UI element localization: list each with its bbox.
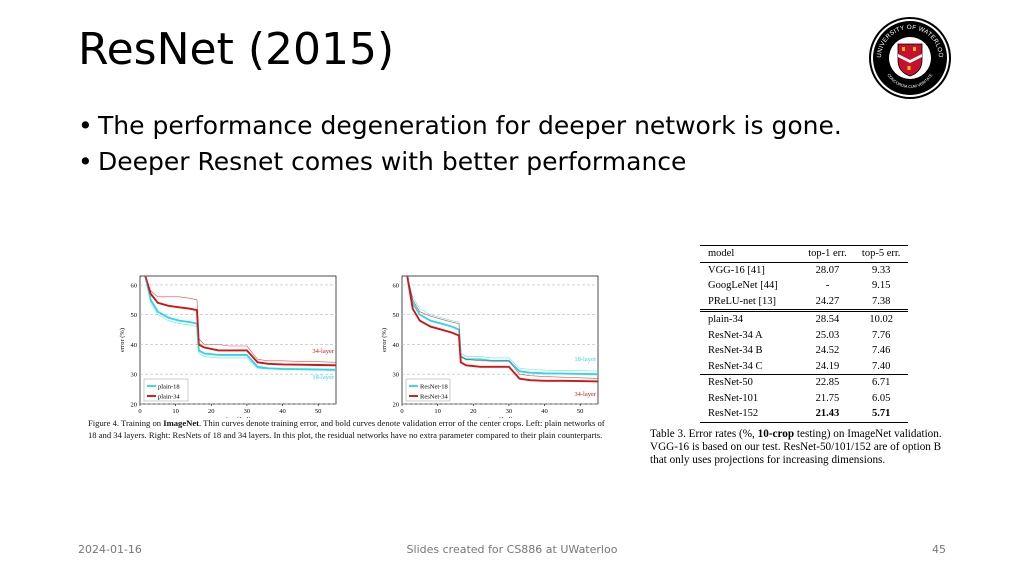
y-tick-label: 60 — [393, 282, 400, 289]
table-row: ResNet-34 B 24.52 7.46 — [708, 345, 891, 357]
x-tick-label: 0 — [400, 408, 403, 415]
footer-credit: Slides created for CS886 at UWaterloo — [406, 543, 618, 556]
x-tick-label: 10 — [434, 408, 441, 415]
y-tick-label: 50 — [393, 312, 400, 319]
bullet-list: • The performance degeneration for deeper… — [78, 108, 938, 180]
x-tick-label: 40 — [541, 408, 548, 415]
y-tick-label: 40 — [393, 342, 400, 349]
y-tick-label: 50 — [131, 312, 138, 319]
footer-date: 2024-01-16 — [78, 543, 142, 556]
y-tick-label: 20 — [393, 402, 400, 409]
plain-network-chart: 20 30 40 50 60 0 10 20 30 40 50 iter. (1e4) error (%… — [119, 275, 337, 418]
table-row: ResNet-101 21.75 6.05 — [708, 392, 891, 404]
table-row: plain-34 28.54 10.02 — [700, 309, 908, 328]
bullet-item: • Deeper Resnet comes with better perform… — [78, 144, 938, 180]
university-of-waterloo-logo: UNIVERSITY OF WATERLOO CONCORDIA CUM VER… — [868, 16, 952, 100]
table-header-row: model top-1 err. top-5 err. — [700, 245, 908, 263]
x-tick-label: 50 — [577, 408, 584, 415]
table-row: ResNet-34 A 25.03 7.76 — [708, 329, 891, 341]
series-line-ResNet-34 — [406, 275, 599, 383]
column-header: top-1 err. — [800, 245, 855, 263]
series-line-plain-18 — [144, 275, 337, 371]
error-rate-table: model top-1 err. top-5 err. VGG-16 [41] 2… — [700, 245, 908, 423]
table-row: ResNet-50 22.85 6.71 — [700, 374, 908, 391]
column-header: model — [700, 245, 801, 263]
figure-caption: Figure 4. Training on ImageNet. Thin cur… — [88, 418, 605, 440]
column-header: top-5 err. — [854, 245, 908, 263]
annotation-label: 34-layer — [574, 391, 596, 398]
x-tick-label: 20 — [470, 408, 477, 415]
table-row: PReLU-net [13] 24.27 7.38 — [708, 295, 891, 307]
bullet-text: The performance degeneration for deeper … — [98, 111, 842, 140]
table-row: ResNet-152 21.43 5.71 — [700, 406, 908, 423]
slide-title: ResNet (2015) — [78, 24, 395, 75]
x-tick-label: 40 — [279, 408, 286, 415]
series-line-plain-34 — [144, 275, 337, 367]
y-tick-label: 40 — [131, 342, 138, 349]
resnet-chart: 20 30 40 50 60 0 10 20 30 40 50 iter. (1e4) error (%… — [381, 275, 599, 418]
annotation-label: 34-layer — [312, 348, 334, 355]
annotation-label: 18-layer — [312, 374, 334, 381]
legend-label: plain-34 — [158, 394, 180, 401]
y-axis-label: error (%) — [119, 328, 126, 352]
bullet-item: • The performance degeneration for deeper… — [78, 108, 938, 144]
y-tick-label: 30 — [393, 372, 400, 379]
x-tick-label: 20 — [208, 408, 215, 415]
series-line-training-cyan — [407, 275, 599, 372]
annotation-label: 18-layer — [574, 356, 596, 363]
y-tick-label: 60 — [131, 282, 138, 289]
legend-label: ResNet-34 — [420, 394, 449, 401]
table-row: VGG-16 [41] 28.07 9.33 — [708, 264, 891, 276]
page-number: 45 — [932, 543, 946, 556]
bullet-text: Deeper Resnet comes with better performa… — [98, 147, 687, 176]
x-tick-label: 0 — [138, 408, 141, 415]
bullet-dot: • — [78, 111, 93, 140]
x-axis-label: iter. (1e4) — [487, 416, 512, 418]
x-axis-label: iter. (1e4) — [225, 416, 250, 418]
series-line-training-red — [145, 275, 337, 363]
series-line-ResNet-18 — [406, 275, 599, 376]
legend-label: ResNet-18 — [420, 384, 448, 391]
series-line-training-cyan — [145, 275, 337, 371]
x-tick-label: 30 — [506, 408, 512, 415]
training-curves-figure: 20 30 40 50 60 0 10 20 30 40 50 iter. (1e4) error (%… — [88, 268, 612, 458]
x-tick-label: 10 — [172, 408, 179, 415]
x-tick-label: 50 — [315, 408, 322, 415]
table-caption: Table 3. Error rates (%, 10-crop testing… — [650, 428, 942, 467]
y-tick-label: 30 — [131, 372, 138, 379]
x-tick-label: 30 — [244, 408, 251, 415]
y-axis-label: error (%) — [381, 328, 388, 352]
legend-label: plain-18 — [158, 384, 180, 391]
series-line-training-red — [407, 275, 599, 379]
table-row: ResNet-34 C 24.19 7.40 — [708, 360, 891, 372]
plot-area — [401, 275, 599, 405]
y-tick-label: 20 — [131, 402, 138, 409]
bullet-dot: • — [78, 147, 93, 176]
table-row: GoogLeNet [44] -9.15 — [708, 280, 891, 292]
